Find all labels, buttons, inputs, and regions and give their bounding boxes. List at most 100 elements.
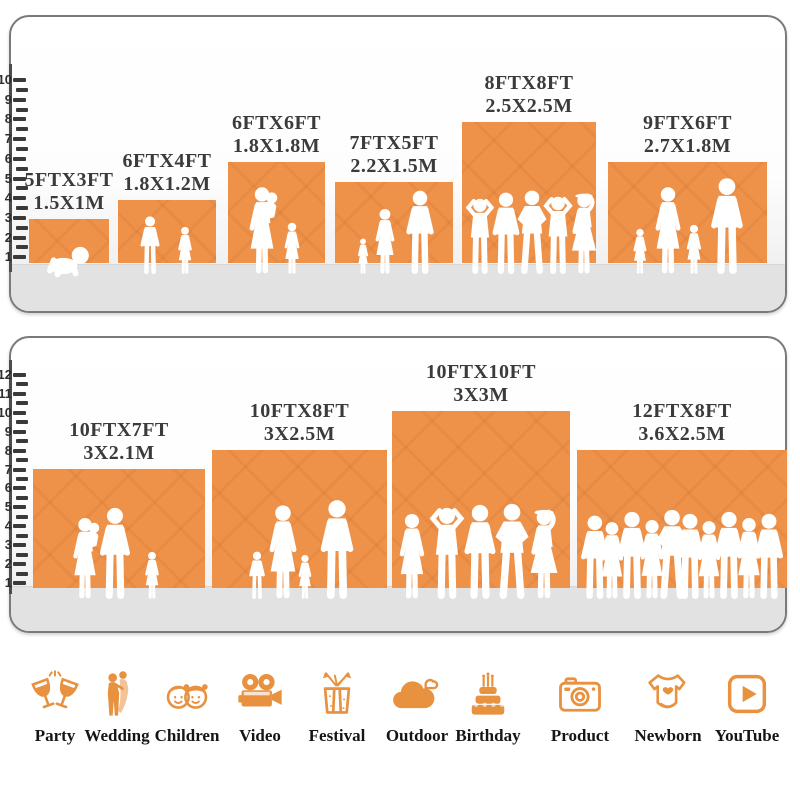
ruler-tick [13,156,26,161]
size-m: 2.7X1.8M [643,134,732,157]
ruler-tick [13,176,26,181]
ruler-number: 9 [4,91,12,107]
ruler-tick [13,562,26,567]
backdrop-box-7x5: 7FTX5FT 2.2X1.5M [335,132,453,263]
ruler-line [9,64,12,272]
ruler-number: 10 [0,404,12,420]
category-newborn: Newborn [620,668,716,746]
backdrop-box-10x8: 10FTX8FT 3X2.5M [212,400,387,588]
ruler-tick [13,196,26,201]
size-m: 1.8X1.8M [232,134,321,157]
floor-strip [11,264,785,311]
ruler-minor-tick [16,552,28,557]
people-silhouette [118,200,193,277]
ruler-tick [13,505,26,510]
backdrop-size-label: 5FTX3FT 1.5X1M [0,169,164,214]
height-ruler-top: 10 9 8 7 6 5 4 3 2 1 [0,72,32,264]
category-label: Newborn [634,726,702,745]
category-label: YouTube [714,726,780,745]
backdrop-size-label: 10FTX10FT 3X3M [386,361,576,406]
video-icon [238,673,282,707]
people-silhouette [29,219,109,277]
ruler-minor-tick [16,166,28,171]
ruler-tick [13,137,26,142]
category-party: Party [7,668,103,746]
backdrop-size-label: 12FTX8FT 3.6X2.5M [587,400,777,445]
category-children: Children [139,668,235,746]
people-silhouette [392,411,570,602]
ruler-minor-tick [16,146,28,151]
ruler-minor-tick [16,87,28,92]
size-ft: 5FTX3FT [24,169,114,192]
ruler-minor-tick [16,127,28,132]
size-m: 3X3M [453,383,509,406]
people-silhouette [632,162,767,277]
ruler-number: 4 [4,190,12,206]
size-ft: 7FTX5FT [349,132,439,155]
ruler-tick [13,543,26,548]
category-video: Video [212,668,308,746]
backdrop-box-12x8: 12FTX8FT 3.6X2.5M [577,400,787,588]
category-birthday: Birthday [440,668,536,746]
size-m: 1.8X1.2M [123,172,211,195]
ruler-minor-tick [16,533,28,538]
ruler-tick [13,391,26,396]
ruler-tick [13,97,26,102]
ruler-minor-tick [16,225,28,230]
newborn-icon [648,674,686,709]
size-m: 2.5X2.5M [485,94,573,117]
backdrop-size-label: 10FTX7FT 3X2.1M [24,419,214,464]
backdrop-size-label: 8FTX8FT 2.5X2.5M [434,72,624,117]
ruler-number: 1 [4,249,12,265]
size-m: 2.2X1.5M [350,154,438,177]
backdrop-box-10x10: 10FTX10FT 3X3M [392,361,570,588]
ruler-number: 7 [4,131,12,147]
ruler-number: 3 [4,209,12,225]
ruler-number: 11 [0,385,12,401]
category-label: Outdoor [385,726,449,745]
children-icon [166,684,208,709]
size-ft: 10FTX8FT [249,400,350,423]
ruler-number: 1 [4,575,12,590]
ruler-minor-tick [16,571,28,576]
ruler-number: 12 [0,367,12,382]
ruler-minor-tick [16,458,28,463]
ruler-number: 5 [4,170,12,186]
ruler-tick [13,215,26,220]
height-ruler-bottom: 12 11 10 9 8 7 6 5 4 3 2 1 [0,367,32,590]
category-label: Video [239,726,281,745]
ruler-minor-tick [16,107,28,112]
backdrop-box-6x4: 6FTX4FT 1.8X1.2M [118,150,216,263]
size-ft: 9FTX6FT [642,112,733,135]
ruler-number: 8 [4,111,12,127]
backdrop-size-label: 10FTX8FT 3X2.5M [205,400,395,445]
size-ft: 10FTX10FT [425,361,537,384]
ruler-line [9,360,12,594]
ruler-number: 9 [4,423,12,439]
people-silhouette [357,182,453,277]
size-ft: 8FTX8FT [484,72,574,95]
ruler-tick [13,467,26,472]
ruler-number: 7 [4,461,12,477]
ruler-tick [13,373,26,377]
size-ft: 6FTX4FT [122,150,212,173]
size-m: 1.5X1M [33,191,105,214]
category-product: Product [532,668,628,746]
ruler-tick [13,410,26,415]
ruler-number: 6 [4,150,12,166]
ruler-number: 3 [4,537,12,553]
ruler-number: 5 [4,499,12,515]
backdrop-size-label: 6FTX6FT 1.8X1.8M [182,112,372,157]
ruler-tick [13,255,26,260]
ruler-minor-tick [16,245,28,250]
birthday-icon [471,672,505,715]
ruler-tick [13,486,26,491]
people-silhouette [228,162,301,274]
category-youtube: YouTube [699,668,795,746]
size-m: 3X2.1M [83,441,155,464]
size-ft: 10FTX7FT [69,419,169,442]
backdrop-size-label: 7FTX5FT 2.2X1.5M [299,132,489,177]
category-festival: Festival [289,668,385,746]
category-wedding: Wedding [69,668,165,746]
